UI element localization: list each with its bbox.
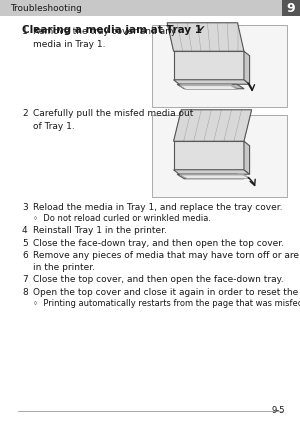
Polygon shape <box>180 175 250 178</box>
Text: 7: 7 <box>22 275 28 284</box>
Polygon shape <box>167 23 244 51</box>
Text: Remove the tray cover and any
media in Tray 1.: Remove the tray cover and any media in T… <box>33 27 176 48</box>
Polygon shape <box>174 110 252 141</box>
Text: ◦  Printing automatically restarts from the page that was misfed.: ◦ Printing automatically restarts from t… <box>33 298 300 308</box>
Polygon shape <box>244 141 250 174</box>
Polygon shape <box>177 174 244 179</box>
Text: Close the face-down tray, and then open the top cover.: Close the face-down tray, and then open … <box>33 238 284 247</box>
Polygon shape <box>180 174 250 178</box>
Polygon shape <box>180 86 237 89</box>
Polygon shape <box>180 85 237 88</box>
Bar <box>282 0 300 16</box>
Text: 1: 1 <box>22 27 28 36</box>
Bar <box>0 0 300 16</box>
Bar <box>152 25 287 107</box>
Polygon shape <box>174 170 250 174</box>
Text: 9-5: 9-5 <box>272 406 285 415</box>
Text: Remove any pieces of media that may have torn off or are remaining
in the printe: Remove any pieces of media that may have… <box>33 252 300 272</box>
Text: 4: 4 <box>22 226 28 235</box>
Text: Clearing a media jam at Tray 1: Clearing a media jam at Tray 1 <box>22 25 202 35</box>
Polygon shape <box>180 84 237 88</box>
Polygon shape <box>174 80 250 84</box>
Polygon shape <box>244 51 250 84</box>
Text: Troubleshooting: Troubleshooting <box>10 3 82 12</box>
Text: 9: 9 <box>287 2 295 14</box>
Bar <box>174 141 244 170</box>
Text: Reinstall Tray 1 in the printer.: Reinstall Tray 1 in the printer. <box>33 226 167 235</box>
Text: Reload the media in Tray 1, and replace the tray cover.: Reload the media in Tray 1, and replace … <box>33 203 283 212</box>
Polygon shape <box>177 84 244 89</box>
Text: Carefully pull the misfed media out
of Tray 1.: Carefully pull the misfed media out of T… <box>33 109 194 130</box>
Text: ✔: ✔ <box>198 25 206 34</box>
Text: 3: 3 <box>22 203 28 212</box>
Text: Open the top cover and close it again in order to reset the printer.: Open the top cover and close it again in… <box>33 288 300 297</box>
Text: 8: 8 <box>22 288 28 297</box>
Bar <box>174 51 244 80</box>
Text: ◦  Do not reload curled or wrinkled media.: ◦ Do not reload curled or wrinkled media… <box>33 213 211 223</box>
Text: 2: 2 <box>22 109 28 118</box>
Bar <box>152 115 287 197</box>
Text: Close the top cover, and then open the face-down tray.: Close the top cover, and then open the f… <box>33 275 284 284</box>
Text: 5: 5 <box>22 238 28 247</box>
Text: 6: 6 <box>22 252 28 261</box>
